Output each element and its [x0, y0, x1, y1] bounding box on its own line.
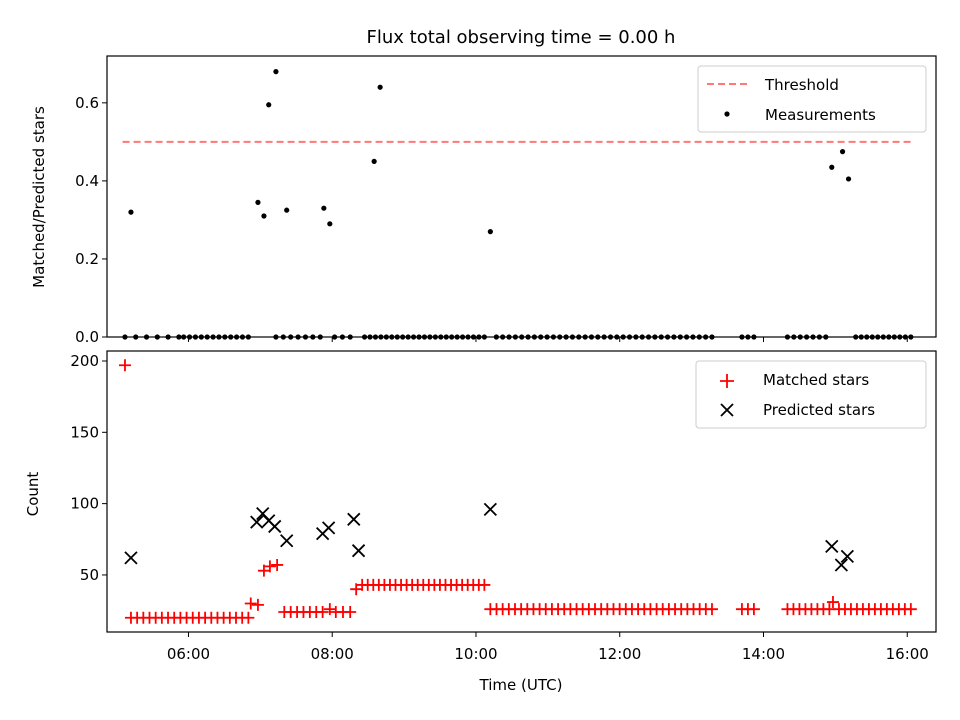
measurement-point: [829, 164, 835, 170]
legend-threshold-label: Threshold: [764, 76, 839, 94]
measurement-point: [327, 221, 333, 227]
x-tick-label: 16:00: [886, 645, 929, 663]
top-y-axis-label: Matched/Predicted stars: [30, 106, 48, 288]
predicted-star-point: [483, 502, 497, 516]
x-tick-label: 08:00: [311, 645, 354, 663]
predicted-star-point: [840, 549, 854, 564]
predicted-star-point: [351, 544, 366, 558]
x-tick-label: 14:00: [742, 645, 785, 663]
legend-measurements-label: Measurements: [765, 106, 876, 124]
measurement-point: [839, 149, 846, 155]
y-tick-label: 0.6: [75, 94, 99, 112]
x-tick-label: 12:00: [598, 645, 641, 663]
y-tick-label: 200: [70, 352, 99, 370]
matched-star-point: [478, 578, 491, 591]
y-tick-label: 50: [80, 566, 99, 584]
matched-star-point: [251, 598, 264, 611]
top-axes-frame: [106, 55, 937, 338]
measurement-point: [273, 69, 279, 75]
predicted-star-point: [834, 558, 848, 572]
legend-matched-swatch: [720, 374, 734, 388]
matched-star-point: [323, 603, 336, 616]
top-panel: 0.0 0.2 0.4 0.6 Matched/Predicted stars Thr…: [30, 55, 937, 346]
matched-star-point: [826, 596, 839, 609]
measurement-point: [266, 102, 272, 108]
matched-star-point: [705, 603, 718, 616]
measurement-point: [487, 229, 493, 235]
predicted-star-point: [280, 534, 294, 548]
legend-predicted-swatch: [720, 403, 734, 417]
measurement-point: [377, 84, 383, 90]
measurement-point: [284, 207, 290, 213]
measurement-point: [371, 158, 377, 164]
legend-predicted-label: Predicted stars: [763, 401, 875, 419]
bottom-legend: Matched stars Predicted stars: [695, 360, 927, 429]
figure-title: Flux total observing time = 0.00 h: [367, 27, 676, 48]
x-tick-label: 06:00: [167, 645, 210, 663]
matched-star-point: [904, 603, 917, 616]
bottom-axes-frame: [106, 350, 937, 633]
y-tick-label: 0.2: [75, 250, 99, 268]
predicted-star-point: [124, 551, 138, 565]
y-tick-label: 150: [70, 423, 99, 441]
matched-star-point: [263, 560, 276, 573]
predicted-star-point: [250, 515, 264, 529]
matched-star-point: [350, 583, 363, 596]
bottom-legend-box: [695, 360, 927, 429]
measurement-point: [261, 213, 267, 219]
predicted-star-point: [321, 521, 336, 535]
bottom-x-ticks: 06:00 08:00 10:00 12:00 14:00 16:00: [167, 632, 929, 663]
matched-star-point: [242, 611, 255, 624]
x-tick-label: 10:00: [454, 645, 497, 663]
matched-star-point: [271, 558, 284, 571]
measurement-point: [845, 176, 852, 182]
predicted-star-point: [268, 519, 282, 534]
predicted-star-point: [347, 512, 361, 526]
y-tick-label: 100: [70, 495, 99, 513]
matched-star-point: [747, 603, 760, 616]
bottom-y-ticks: 50 100 150 200: [70, 352, 107, 584]
measurement-point: [255, 199, 261, 205]
top-x-ticks: [187, 337, 908, 342]
bottom-y-axis-label: Count: [24, 472, 42, 517]
legend-matched-label: Matched stars: [763, 371, 869, 389]
y-tick-label: 0.4: [75, 172, 99, 190]
top-y-ticks: 0.0 0.2 0.4 0.6: [75, 94, 107, 346]
matched-star-point: [316, 606, 329, 619]
measurement-point: [128, 209, 134, 215]
top-legend: Threshold Measurements: [697, 65, 927, 133]
bottom-data-layer: [118, 359, 917, 624]
measurement-point: [321, 205, 327, 211]
y-tick-label: 0.0: [75, 328, 99, 346]
predicted-star-point: [825, 539, 839, 554]
top-legend-box: [697, 65, 927, 133]
matched-star-point: [244, 597, 257, 610]
matched-star-point: [118, 359, 131, 372]
bottom-panel: 50 100 150 200 06:00 08:00 10:00 12:00 14:00 16:…: [24, 350, 937, 694]
bottom-x-axis-label: Time (UTC): [479, 676, 563, 694]
legend-measurements-swatch: [724, 111, 730, 117]
matched-star-point: [344, 606, 357, 619]
